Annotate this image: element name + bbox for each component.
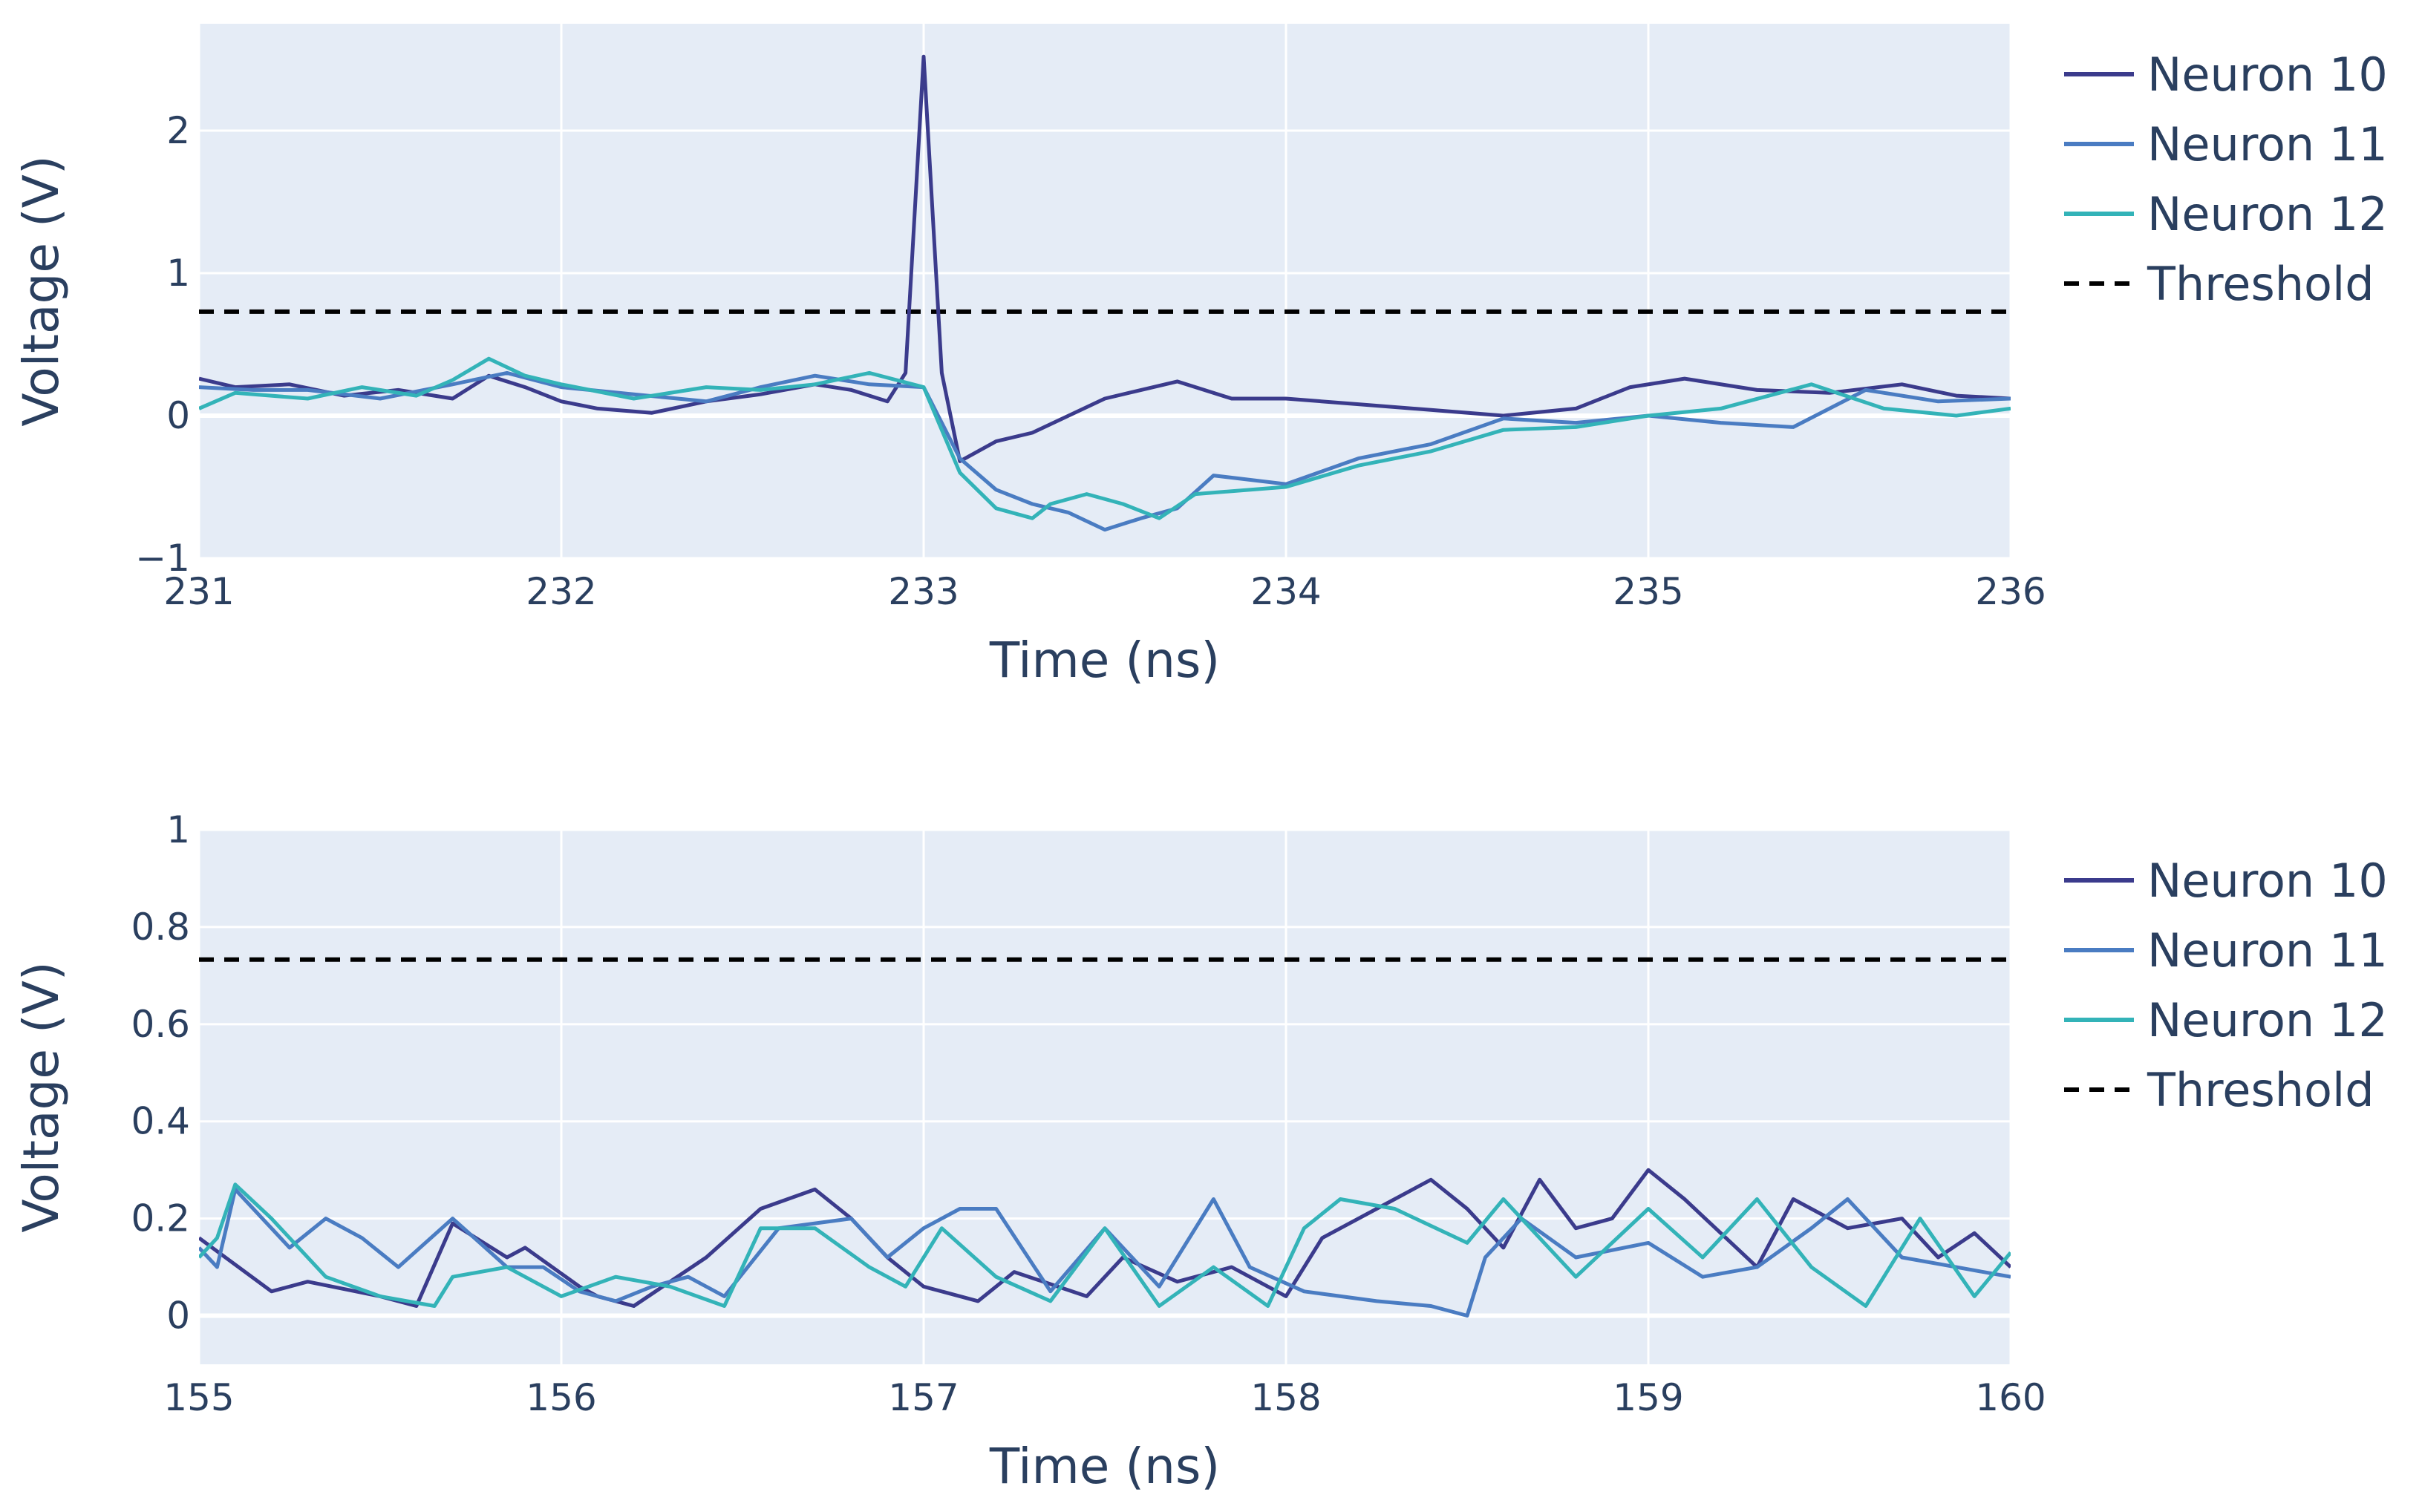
legend: Neuron 10 Neuron 11 Neuron 12 Threshold [2064, 854, 2388, 1117]
y-tick-label: 0 [166, 394, 190, 437]
series-line-neuron-12 [199, 356, 2011, 520]
x-tick-label: 156 [526, 1376, 596, 1419]
x-axis-title: Time (ns) [989, 1438, 1220, 1495]
legend-label: Neuron 10 [2147, 854, 2388, 908]
y-tick-label: 1 [166, 808, 190, 851]
legend: Neuron 10 Neuron 11 Neuron 12 Threshold [2064, 48, 2388, 311]
x-tick-label: 234 [1250, 570, 1321, 613]
x-tick-label: 160 [1975, 1376, 2046, 1419]
legend-label: Neuron 12 [2147, 187, 2388, 241]
y-tick-label: −1 [135, 537, 190, 580]
x-tick-label: 232 [526, 570, 596, 613]
y-axis-title: Voltage (V) [13, 155, 70, 426]
x-tick-label: 236 [1975, 570, 2046, 613]
x-tick-label: 231 [163, 570, 234, 613]
legend-label: Neuron 12 [2147, 993, 2388, 1047]
plot-area [199, 24, 2011, 558]
y-tick-label: 0.2 [131, 1197, 190, 1240]
y-tick-label: 0.8 [131, 906, 190, 949]
y-axis-title: Voltage (V) [13, 961, 70, 1232]
legend-label: Neuron 10 [2147, 48, 2388, 102]
traces [199, 957, 2011, 1318]
y-tick-label: 0.4 [131, 1100, 190, 1143]
x-tick-label: 157 [888, 1376, 959, 1419]
legend-label: Neuron 11 [2147, 117, 2388, 171]
plot-area [199, 830, 2011, 1364]
traces [199, 54, 2011, 532]
x-tick-label: 235 [1613, 570, 1683, 613]
legend-label: Threshold [2147, 257, 2374, 311]
legend-label: Neuron 11 [2147, 923, 2388, 978]
legend-label: Threshold [2147, 1063, 2374, 1117]
x-tick-label: 233 [888, 570, 959, 613]
x-tick-label: 159 [1613, 1376, 1683, 1419]
x-tick-label: 158 [1250, 1376, 1321, 1419]
x-tick-label: 155 [163, 1376, 234, 1419]
series-line-neuron-10 [199, 54, 2011, 463]
series-line-neuron-12 [199, 1182, 2011, 1308]
y-tick-label: 2 [166, 109, 190, 152]
y-tick-label: 0 [166, 1295, 190, 1338]
x-axis-title: Time (ns) [989, 632, 1220, 689]
series-line-neuron-11 [199, 1187, 2011, 1318]
series-line-neuron-10 [199, 1168, 2011, 1308]
subplot-2: 155 156 157 158 159 160 0 0.2 0.4 0.6 0.8 1 Time (ns… [13, 808, 2388, 1495]
y-tick-label: 0.6 [131, 1003, 190, 1046]
y-tick-label: 1 [166, 252, 190, 295]
subplot-1: 231 232 233 234 235 236 −1 0 1 2 Time (ns) Voltage … [13, 24, 2388, 689]
